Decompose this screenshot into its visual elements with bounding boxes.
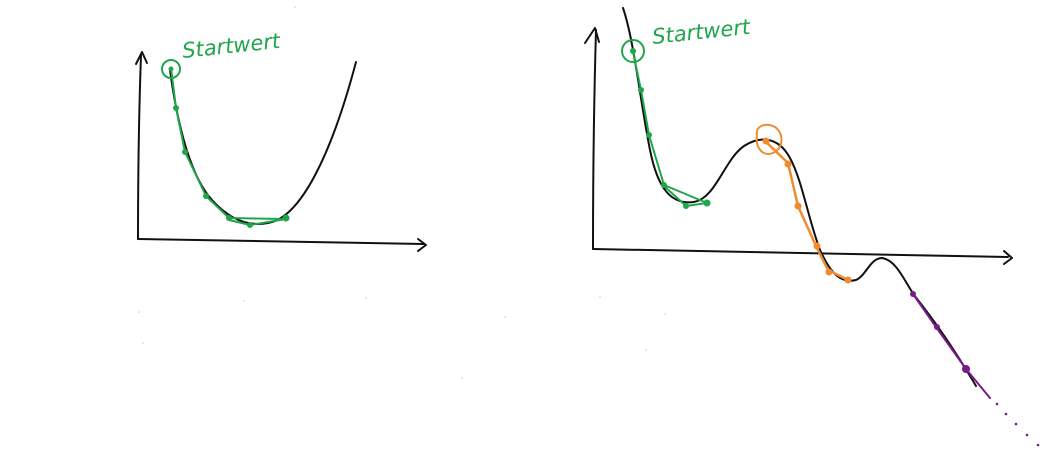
left-convex-curve [169,61,357,225]
left-start-marker [161,59,181,79]
right-purple-dot-1 [995,402,999,406]
right-purple-points [910,291,970,373]
right-purple-dot-3 [1014,422,1018,426]
left-y-arrow [135,51,148,65]
left-point-1 [173,105,179,111]
right-start-dot [630,48,636,54]
speck [504,316,506,318]
right-x-arrow [1003,250,1013,265]
right-orange-descent-path [762,138,850,282]
left-point-2 [182,149,188,155]
left-diagram: Startwert [135,29,427,252]
left-descent-path [170,67,287,226]
right-start-label: Startwert [651,15,752,49]
right-orange-ring [755,123,783,155]
right-x-axis [592,248,1009,258]
right-purple-dot-5 [1036,443,1040,447]
speck [461,377,463,379]
right-start-marker [621,39,645,63]
speck [294,6,296,8]
right-axes [584,27,1013,265]
left-point-6 [282,214,290,222]
right-green-point-5 [703,199,711,207]
right-green-point-4 [683,203,689,209]
right-y-arrow [584,27,600,44]
left-x-axis [137,238,425,245]
right-green-points [638,87,711,209]
left-point-3 [203,193,209,199]
left-start-label: Startwert [181,29,282,63]
right-purple-descent-path [912,293,991,399]
right-y-axis [592,29,597,250]
right-green-point-1 [638,87,644,93]
left-start-dot [168,66,174,72]
right-purple-dot-4 [1025,433,1029,437]
right-green-descent-path [632,51,708,207]
right-purple-point-1 [910,291,916,297]
speck [645,349,647,351]
left-x-arrow [417,238,427,252]
right-start-ring [621,39,645,63]
left-start-ring [161,59,181,79]
right-orange-points [784,160,852,284]
left-point-5 [247,222,253,228]
right-orange-point-5 [844,276,852,284]
speck [138,311,140,313]
right-green-point-2 [646,132,652,138]
speck [243,300,245,302]
right-diagram: Startwert [584,7,1040,447]
left-descent-points [173,105,290,228]
right-orange-point-1 [784,160,792,168]
left-axes [135,51,427,252]
right-orange-point-3 [813,242,821,250]
right-green-point-3 [661,182,667,188]
right-purple-continuation-dots [995,402,1040,447]
paper-specks [138,6,666,379]
right-purple-point-2 [934,324,940,330]
right-purple-dot-2 [1004,412,1008,416]
speck [365,297,367,299]
right-orange-point-2 [794,202,802,210]
speck [142,342,144,344]
speck [664,313,666,315]
right-multi-minima-curve [622,7,977,387]
left-y-axis [137,54,142,240]
left-point-4 [226,215,232,221]
speck [599,296,601,298]
right-orange-point-4 [825,268,833,276]
right-purple-point-3 [962,365,970,373]
